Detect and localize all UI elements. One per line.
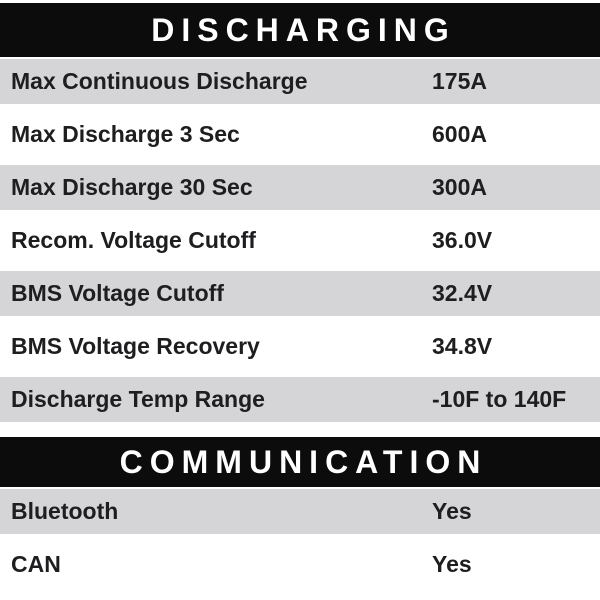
table-row: Discharge Temp Range -10F to 140F xyxy=(0,377,600,422)
section-title-communication: COMMUNICATION xyxy=(119,443,488,480)
spec-label: Discharge Temp Range xyxy=(11,386,265,412)
table-row: BMS Voltage Recovery 34.8V xyxy=(0,324,600,369)
table-row: Bluetooth Yes xyxy=(0,489,600,534)
spec-label: Bluetooth xyxy=(11,498,119,524)
spec-value: 36.0V xyxy=(432,227,493,253)
spec-label: CAN xyxy=(11,551,61,577)
spec-value: Yes xyxy=(432,551,472,577)
spec-label: BMS Voltage Recovery xyxy=(11,333,260,359)
section-title-discharging: DISCHARGING xyxy=(151,11,456,48)
table-row: Max Continuous Discharge 175A xyxy=(0,59,600,104)
spec-label: BMS Voltage Cutoff xyxy=(11,280,224,306)
spec-value: 175A xyxy=(432,68,487,94)
table-row: Max Discharge 3 Sec 600A xyxy=(0,112,600,157)
spec-label: Max Discharge 3 Sec xyxy=(11,121,240,147)
section-communication: COMMUNICATION Bluetooth Yes CAN Yes xyxy=(0,437,600,587)
spec-label: Max Discharge 30 Sec xyxy=(11,174,253,200)
spec-label: Max Continuous Discharge xyxy=(11,68,308,94)
table-row: Max Discharge 30 Sec 300A xyxy=(0,165,600,210)
table-row: BMS Voltage Cutoff 32.4V xyxy=(0,271,600,316)
spec-value: 32.4V xyxy=(432,280,493,306)
spec-label: Recom. Voltage Cutoff xyxy=(11,227,256,253)
spec-value: 34.8V xyxy=(432,333,493,359)
spec-value: 300A xyxy=(432,174,487,200)
discharging-rows: Max Continuous Discharge 175A Max Discha… xyxy=(0,57,600,422)
discharging-header-bar: DISCHARGING xyxy=(0,3,600,57)
communication-rows: Bluetooth Yes CAN Yes xyxy=(0,487,600,587)
table-row: Recom. Voltage Cutoff 36.0V xyxy=(0,218,600,263)
communication-header-bar: COMMUNICATION xyxy=(0,437,600,487)
spec-value: Yes xyxy=(432,498,472,524)
spec-value: 600A xyxy=(432,121,487,147)
spec-value: -10F to 140F xyxy=(432,386,567,412)
table-row: CAN Yes xyxy=(0,542,600,587)
section-discharging: DISCHARGING Max Continuous Discharge 175… xyxy=(0,3,600,422)
